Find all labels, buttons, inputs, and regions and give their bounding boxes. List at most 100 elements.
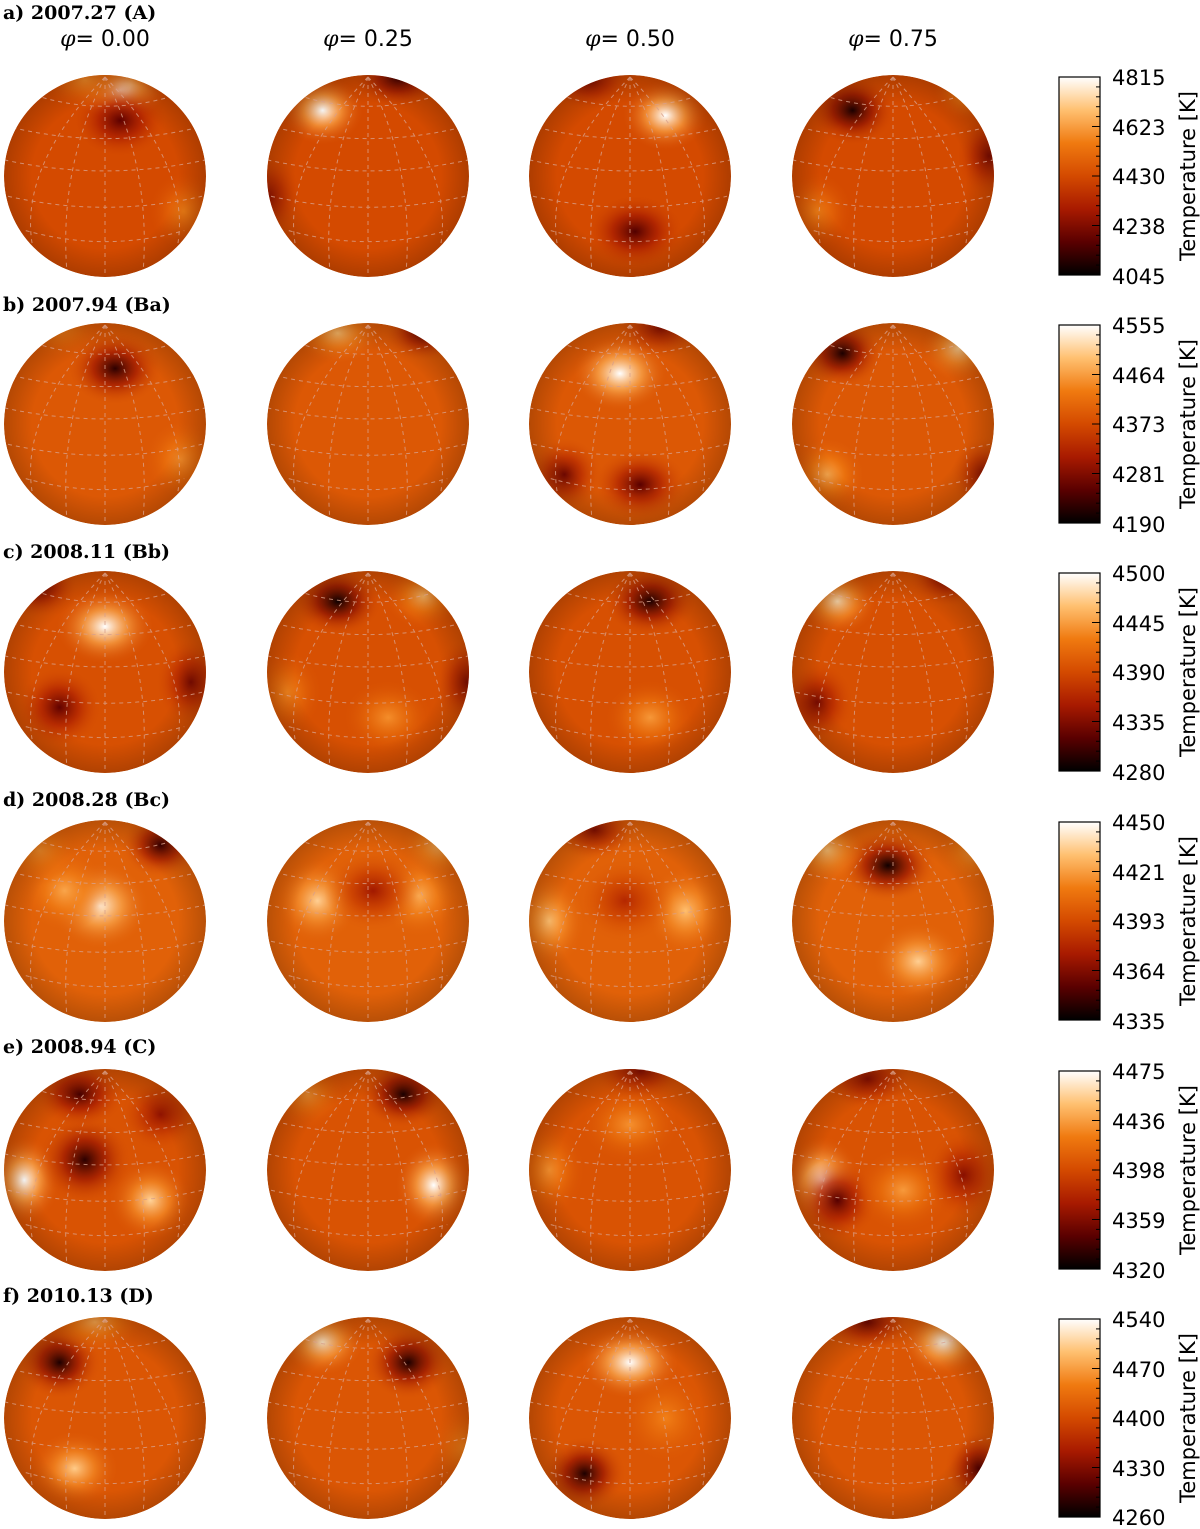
graticule [4, 1070, 206, 1271]
meridian [853, 1318, 894, 1510]
sphere-d-phase-000 [4, 820, 206, 1022]
meridian [30, 1318, 106, 1487]
parallel [822, 342, 964, 355]
parallel [559, 342, 701, 355]
meridian [293, 1318, 369, 1487]
meridian [892, 1070, 933, 1262]
graticule [529, 324, 731, 525]
sphere-f-phase-075 [792, 1317, 994, 1519]
graticule [267, 1070, 469, 1271]
sphere-f-phase-000 [4, 1317, 206, 1519]
sphere-d-phase-050 [529, 820, 731, 1022]
parallel [7, 1189, 203, 1202]
meridian [629, 76, 670, 268]
meridian [629, 1070, 670, 1262]
parallel [559, 839, 701, 852]
meridian [892, 324, 933, 516]
graticule [529, 572, 731, 773]
meridian [367, 76, 443, 245]
sphere-a-phase-075 [792, 75, 994, 277]
graticule [4, 76, 206, 277]
meridian [367, 1070, 443, 1239]
meridian [629, 1318, 670, 1510]
meridian [853, 76, 894, 268]
graticule [267, 572, 469, 773]
parallel [529, 1153, 731, 1166]
colorbar-a-tick-2: 4430 [1112, 165, 1165, 189]
row-label-b: b) 2007.94 (Ba) [3, 294, 171, 316]
colorbar-d-tick-0: 4450 [1112, 811, 1165, 835]
parallel [270, 691, 466, 704]
meridian [367, 324, 408, 516]
graticule [792, 572, 994, 773]
meridian [30, 572, 106, 741]
meridian [293, 821, 369, 990]
meridian [65, 1318, 106, 1510]
colorbar-c-title: Temperature [K] [1176, 587, 1200, 758]
parallel [792, 407, 994, 420]
meridian [629, 76, 705, 245]
meridian [590, 324, 631, 516]
meridian [328, 76, 369, 268]
parallel [795, 195, 991, 208]
parallel [792, 1401, 994, 1414]
meridian [30, 1070, 106, 1239]
parallel [7, 940, 203, 953]
sphere-b-phase-050 [529, 323, 731, 525]
colorbar-d-tick-4: 4335 [1112, 1010, 1165, 1034]
sphere-f-phase-025 [267, 1317, 469, 1519]
parallel [270, 443, 466, 456]
sphere-c-phase-075 [792, 571, 994, 773]
meridian [104, 1070, 180, 1239]
row-label-e: e) 2008.94 (C) [3, 1036, 156, 1058]
parallel [822, 1336, 964, 1349]
colorbar-f-tick-0: 4540 [1112, 1308, 1165, 1332]
parallel [270, 1189, 466, 1202]
meridian [104, 324, 145, 516]
parallel [529, 159, 731, 172]
parallel [7, 1437, 203, 1450]
meridian [104, 821, 180, 990]
colorbar-d-title: Temperature [K] [1176, 836, 1200, 1007]
colorbar-e-tick-3: 4359 [1112, 1209, 1165, 1233]
graticule [4, 572, 206, 773]
meridian [853, 821, 894, 1013]
graticule [792, 1318, 994, 1519]
parallel [267, 1401, 469, 1414]
meridian [104, 1318, 180, 1487]
parallel [529, 1401, 731, 1414]
parallel [270, 195, 466, 208]
meridian [104, 76, 180, 245]
meridian [328, 324, 369, 516]
row-label-d: d) 2008.28 (Bc) [3, 789, 170, 811]
phase-header-2: φ= 0.50 [585, 27, 675, 52]
meridian [367, 1070, 408, 1262]
parallel [297, 342, 439, 355]
parallel [559, 1088, 701, 1101]
meridian [629, 821, 705, 990]
colorbar-a-title: Temperature [K] [1176, 91, 1200, 262]
graticule [267, 324, 469, 525]
meridian [629, 324, 705, 493]
meridian [818, 572, 894, 741]
parallel [297, 1336, 439, 1349]
meridian [892, 572, 968, 741]
meridian [65, 1070, 106, 1262]
sphere-c-phase-050 [529, 571, 731, 773]
row-label-c: c) 2008.11 (Bb) [3, 541, 170, 563]
meridian [818, 821, 894, 990]
parallel [532, 443, 728, 456]
parallel [4, 407, 206, 420]
meridian [65, 76, 106, 268]
colorbar-a-tick-1: 4623 [1112, 116, 1165, 140]
meridian [555, 572, 631, 741]
meridian [293, 324, 369, 493]
meridian [853, 324, 894, 516]
graticule [4, 821, 206, 1022]
sphere-a-phase-050 [529, 75, 731, 277]
graticule [529, 821, 731, 1022]
meridian [30, 76, 106, 245]
parallel [529, 904, 731, 917]
colorbar-f-tick-3: 4330 [1112, 1457, 1165, 1481]
parallel [822, 94, 964, 107]
